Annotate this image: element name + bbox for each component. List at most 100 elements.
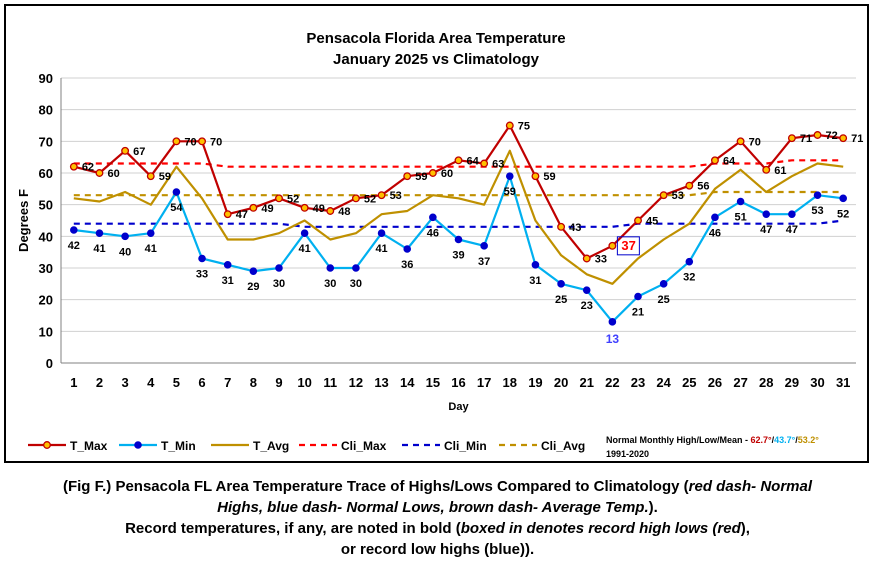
t-min-data-label: 51 [734, 212, 746, 224]
y-tick-label: 80 [39, 103, 53, 118]
temperature-chart: Pensacola Florida Area Temperature Januar… [16, 30, 863, 459]
t-max-point [608, 241, 617, 250]
t-min-point [634, 292, 642, 301]
normals-note-part: 62.7° [751, 435, 773, 445]
t-max-point [454, 156, 463, 165]
t-min-data-label: 47 [760, 224, 772, 236]
t-min-point [172, 188, 181, 196]
chart-frame: Pensacola Florida Area Temperature Januar… [4, 4, 869, 463]
t-max-data-label: 70 [184, 136, 196, 148]
t-min-data-label: 40 [119, 246, 131, 258]
x-tick-label: 6 [198, 375, 205, 390]
t-min-point [608, 318, 617, 326]
x-tick-label: 21 [579, 375, 593, 390]
x-tick-label: 5 [173, 375, 180, 390]
chart-title: Pensacola Florida Area Temperature [306, 30, 565, 47]
y-tick-label: 20 [39, 293, 53, 308]
normals-note-part: 43.7° [774, 435, 796, 445]
t-min-point [480, 242, 488, 250]
normals-period: 1991-2020 [606, 449, 649, 459]
x-tick-label: 16 [451, 375, 465, 390]
y-tick-label: 60 [39, 166, 53, 181]
t-min-data-label: 53 [811, 205, 823, 217]
t-max-data-label: 49 [313, 203, 325, 215]
y-tick-label: 10 [39, 324, 53, 339]
t-max-data-label: 59 [543, 171, 555, 183]
t-max-data-label: 72 [826, 130, 838, 142]
t-max-data-label: 60 [441, 168, 453, 180]
legend-label-cli-avg: Cli_Avg [541, 439, 585, 453]
t-min-data-label: 25 [555, 294, 567, 306]
x-tick-label: 10 [297, 375, 311, 390]
t-max-data-label: 47 [236, 209, 248, 221]
t-max-point [300, 203, 309, 212]
t-min-point [403, 245, 412, 253]
t-max-data-label: 43 [569, 222, 581, 234]
t-min-point [839, 194, 847, 203]
x-tick-label: 24 [656, 375, 671, 390]
x-tick-label: 26 [708, 375, 722, 390]
t-max-data-label: 52 [364, 193, 376, 205]
t-min-data-label: 39 [452, 250, 464, 262]
t-min-point [275, 264, 283, 272]
t-min-data-label: 41 [375, 243, 387, 255]
t-min-point [659, 280, 668, 288]
x-tick-label: 14 [400, 375, 415, 390]
t-max-point [275, 194, 283, 203]
t-min-point [198, 254, 206, 263]
t-min-point [352, 264, 360, 272]
x-tick-label: 27 [733, 375, 747, 390]
t-min-data-label: 32 [683, 272, 695, 284]
x-tick-label: 15 [426, 375, 440, 390]
y-axis-label: Degrees F [16, 189, 31, 252]
x-tick-label: 25 [682, 375, 696, 390]
t-max-point [531, 172, 540, 181]
x-tick-label: 2 [96, 375, 103, 390]
t-min-point [557, 280, 565, 288]
t-max-point [403, 172, 412, 181]
t-min-point [788, 210, 796, 218]
t-min-point [70, 226, 78, 234]
t-min-data-label: 42 [68, 240, 80, 252]
t-min-point [95, 229, 104, 237]
y-tick-label: 0 [46, 356, 53, 371]
caption-line-2: Highs, blue dash- Normal Lows, brown das… [217, 499, 658, 516]
t-min-point [505, 172, 514, 180]
t-max-point [736, 137, 745, 146]
t-max-point [762, 165, 771, 174]
t-min-point [429, 213, 437, 222]
x-tick-label: 23 [631, 375, 645, 390]
t-min-point [813, 191, 822, 199]
t-min-point [685, 257, 694, 266]
caption-line-3: Record temperatures, if any, are noted i… [125, 520, 750, 537]
t-min-data-label: 33 [196, 269, 208, 281]
t-max-point [711, 156, 719, 165]
t-max-data-label: 56 [697, 181, 709, 193]
x-tick-label: 9 [275, 375, 282, 390]
t-min-data-label: 21 [632, 307, 644, 319]
t-min-point [223, 261, 232, 269]
t-max-data-label: 53 [672, 190, 684, 202]
t-min-point [531, 261, 540, 269]
cli-min-line [73, 219, 844, 228]
t-max-point [146, 172, 155, 181]
t-max-point [659, 191, 668, 200]
t-min-data-label: 30 [324, 278, 336, 290]
t-min-point [249, 267, 258, 275]
x-tick-label: 12 [349, 375, 363, 390]
t-max-point [787, 134, 796, 143]
cli-avg-line [73, 190, 844, 197]
t-max-data-label: 52 [287, 193, 299, 205]
t-max-data-label: 63 [492, 159, 504, 171]
t-max-point [428, 169, 437, 177]
t-min-data-label: 59 [504, 186, 516, 198]
x-tick-label: 20 [554, 375, 568, 390]
t-max-point [351, 194, 360, 203]
t-max-data-label: 64 [723, 155, 736, 167]
t-max-data-label: 62 [82, 162, 94, 174]
t-min-data-label: 36 [401, 259, 413, 271]
t-min-data-label: 25 [658, 294, 670, 306]
legend-label-cli-min: Cli_Min [444, 439, 487, 453]
t-min-data-label: 31 [222, 275, 234, 287]
x-tick-label: 22 [605, 375, 619, 390]
